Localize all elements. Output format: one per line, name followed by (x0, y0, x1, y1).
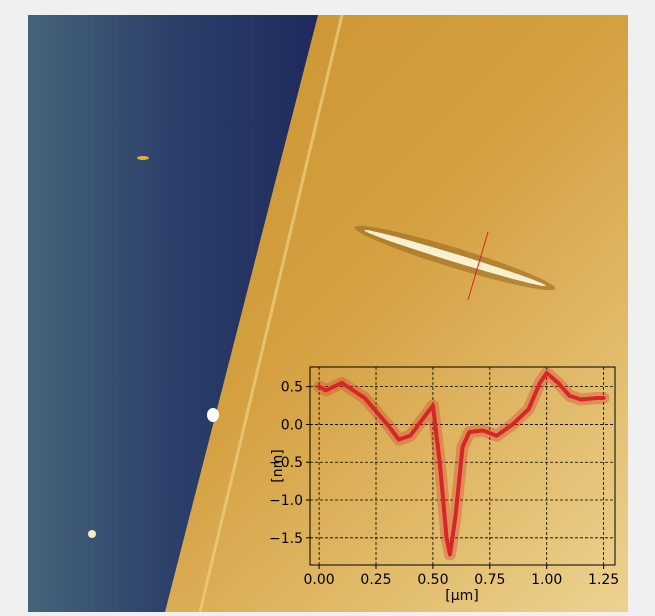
x-tick-label: 0.50 (417, 572, 448, 588)
x-tick-label: 0.00 (304, 572, 335, 588)
x-tick-label: 0.25 (360, 572, 391, 588)
page: [nm] [μm] 0.50.0−0.5−1.0−1.50.000.250.50… (0, 0, 655, 616)
y-tick-label: 0.0 (281, 417, 303, 433)
x-tick-label: 1.00 (531, 572, 562, 588)
chart: [nm] [μm] 0.50.0−0.5−1.0−1.50.000.250.50… (0, 0, 655, 612)
y-tick-label: −0.5 (269, 455, 303, 471)
x-axis-label: [μm] (445, 588, 478, 604)
x-tick-label: 1.25 (588, 572, 619, 588)
y-tick-label: 0.5 (281, 380, 303, 396)
y-tick-label: −1.0 (269, 493, 303, 509)
afm-image (28, 15, 628, 612)
x-tick-label: 0.75 (474, 572, 505, 588)
y-tick-label: −1.5 (269, 531, 303, 547)
